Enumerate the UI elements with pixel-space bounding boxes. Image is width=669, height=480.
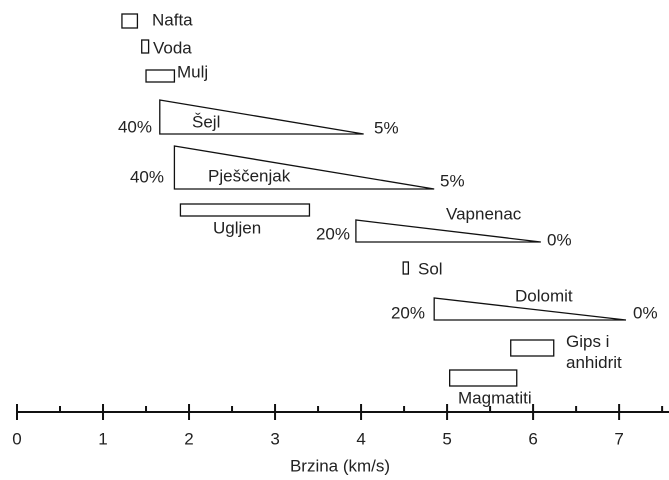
porosity-label: 20% <box>315 224 350 244</box>
porosity-label: 40% <box>117 117 152 137</box>
porosity-label: 5% <box>440 171 465 191</box>
porosity-label: 20% <box>390 303 425 323</box>
item-label: Pješčenjak <box>208 166 291 186</box>
x-tick-label: 5 <box>442 429 451 448</box>
porosity-label: 5% <box>374 118 399 138</box>
range-box <box>449 369 518 387</box>
x-tick-label: 6 <box>528 429 537 448</box>
x-tick-label: 0 <box>12 429 21 448</box>
item-label: Gips i anhidrit <box>566 332 622 372</box>
x-tick-label: 4 <box>356 429 365 448</box>
item-label: Mulj <box>177 62 209 82</box>
range-wedge <box>355 219 541 243</box>
x-axis-label: Brzina (km/s) <box>290 456 390 475</box>
range-box <box>179 203 311 217</box>
item-label: Ugljen <box>213 218 262 238</box>
item-label: Magmatiti <box>458 388 532 408</box>
range-wedge <box>159 99 364 135</box>
item-label: Nafta <box>152 10 193 30</box>
range-wedge <box>433 297 627 321</box>
range-box <box>402 261 410 275</box>
item-label: Šejl <box>192 112 221 132</box>
porosity-label: 0% <box>547 230 572 250</box>
x-tick-label: 7 <box>614 429 623 448</box>
item-label: Voda <box>153 38 192 58</box>
range-wedge <box>173 145 435 190</box>
x-tick-label: 1 <box>98 429 107 448</box>
range-box <box>141 39 150 54</box>
range-box <box>121 13 139 29</box>
x-tick-label: 2 <box>184 429 193 448</box>
porosity-label: 0% <box>633 303 658 323</box>
range-box <box>145 69 176 83</box>
item-label: Dolomit <box>515 286 573 306</box>
x-tick-label: 3 <box>270 429 279 448</box>
porosity-label: 40% <box>129 167 164 187</box>
range-box <box>510 339 555 357</box>
item-label: Vapnenac <box>446 204 522 224</box>
item-label: Sol <box>418 259 443 279</box>
